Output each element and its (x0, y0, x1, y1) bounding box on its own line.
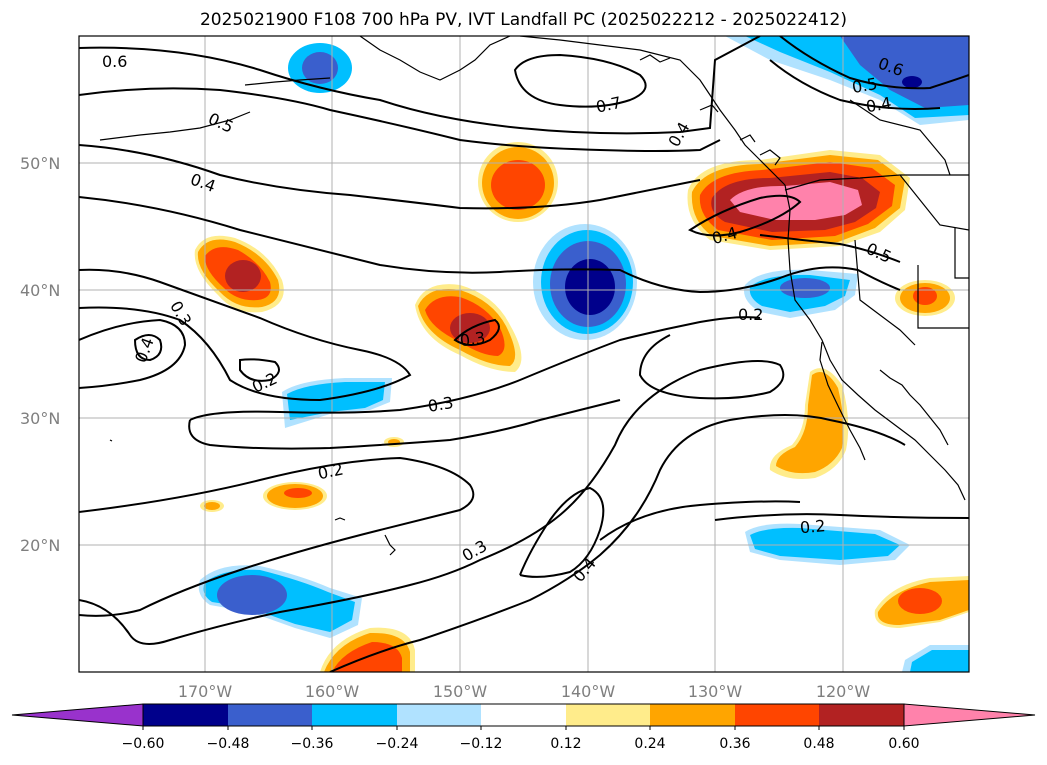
contour-label: 0.3 (459, 536, 491, 565)
contour-label: 0.2 (799, 516, 826, 537)
positive-anomaly-southeast (874, 576, 969, 628)
pv-contours (79, 36, 969, 672)
colorbar-tick-marks (142, 726, 905, 730)
lon-label-140w: 140°W (561, 682, 616, 701)
colorbar-tick: 0.12 (550, 736, 581, 752)
lat-label-20n: 20°N (20, 536, 60, 555)
colorbar-tick: 0.48 (803, 736, 834, 752)
negative-anomaly-sw (198, 565, 362, 638)
colorbar-segment (566, 704, 650, 726)
colorbar-tick: 0.60 (888, 736, 919, 752)
colorbar-tick: −0.48 (207, 736, 250, 752)
shaded-fields (79, 36, 969, 672)
colorbar-segment (650, 704, 735, 726)
coastlines (99, 36, 969, 556)
lon-label-150w: 150°W (433, 682, 488, 701)
positive-anomaly-west-40n (194, 235, 284, 313)
colorbar-tick: −0.24 (376, 736, 419, 752)
colorbar-tick: −0.12 (460, 736, 503, 752)
latitude-labels: 50°N 40°N 30°N 20°N (20, 154, 60, 555)
colorbar-extend-low (11, 703, 144, 727)
negative-anomaly-central (533, 224, 637, 340)
colorbar-segment (481, 704, 566, 726)
contour-label: 0.7 (594, 93, 623, 117)
negative-anomaly-west-30n (282, 378, 392, 428)
contour-label: 0.5 (205, 109, 236, 137)
colorbar-frame (142, 703, 905, 727)
lat-label-30n: 30°N (20, 409, 60, 428)
contour-label: 0.2 (249, 369, 280, 397)
contour-label: 0.6 (102, 52, 127, 71)
map-frame (78, 35, 970, 673)
lon-label-120w: 120°W (816, 682, 871, 701)
negative-anomaly-nw (288, 43, 352, 93)
colorbar-tick: −0.60 (122, 736, 165, 752)
colorbar-extend-high (903, 703, 1036, 727)
positive-anomaly-central-35n (415, 284, 522, 372)
lat-label-40n: 40°N (20, 281, 60, 300)
negative-anomaly-se (902, 645, 969, 672)
positive-anomaly-pnw (687, 150, 910, 250)
map-title: 2025021900 F108 700 hPa PV, IVT Landfall… (199, 10, 847, 30)
colorbar-segment (143, 704, 228, 726)
positive-anomaly-great-basin (895, 280, 955, 316)
contour-label: 0.3 (166, 298, 195, 330)
lon-label-170w: 170°W (178, 682, 233, 701)
lon-label-160w: 160°W (305, 682, 360, 701)
contour-label: 0.5 (863, 239, 894, 267)
longitude-labels: 170°W 160°W 150°W 140°W 130°W 120°W (178, 682, 871, 701)
colorbar-segment (228, 704, 312, 726)
colorbar-tick: 0.24 (634, 736, 665, 752)
colorbar-tick: −0.36 (291, 736, 334, 752)
positive-anomaly-north-central (478, 142, 558, 222)
lat-label-50n: 50°N (20, 154, 60, 173)
negative-anomaly-ne (725, 36, 969, 125)
colorbar-tick: 0.36 (719, 736, 750, 752)
contour-label: 0.3 (426, 393, 454, 416)
contour-label: 0.5 (850, 74, 878, 97)
contour-label: 0.2 (316, 459, 345, 483)
colorbar-segment (819, 704, 904, 726)
colorbar-segment (397, 704, 481, 726)
colorbar-segment (735, 704, 819, 726)
positive-anomaly-baja (769, 368, 849, 479)
negative-anomaly-south (745, 523, 910, 565)
contour-label: 0.3 (459, 328, 487, 350)
contour-label: 0.4 (864, 93, 892, 116)
contour-label: 0.2 (738, 305, 763, 324)
lon-label-130w: 130°W (688, 682, 743, 701)
contour-label: 0.4 (664, 119, 693, 151)
colorbar-segment (312, 704, 397, 726)
colorbar: −0.60 −0.48 −0.36 −0.24 −0.12 0.12 0.24 … (11, 703, 1036, 752)
